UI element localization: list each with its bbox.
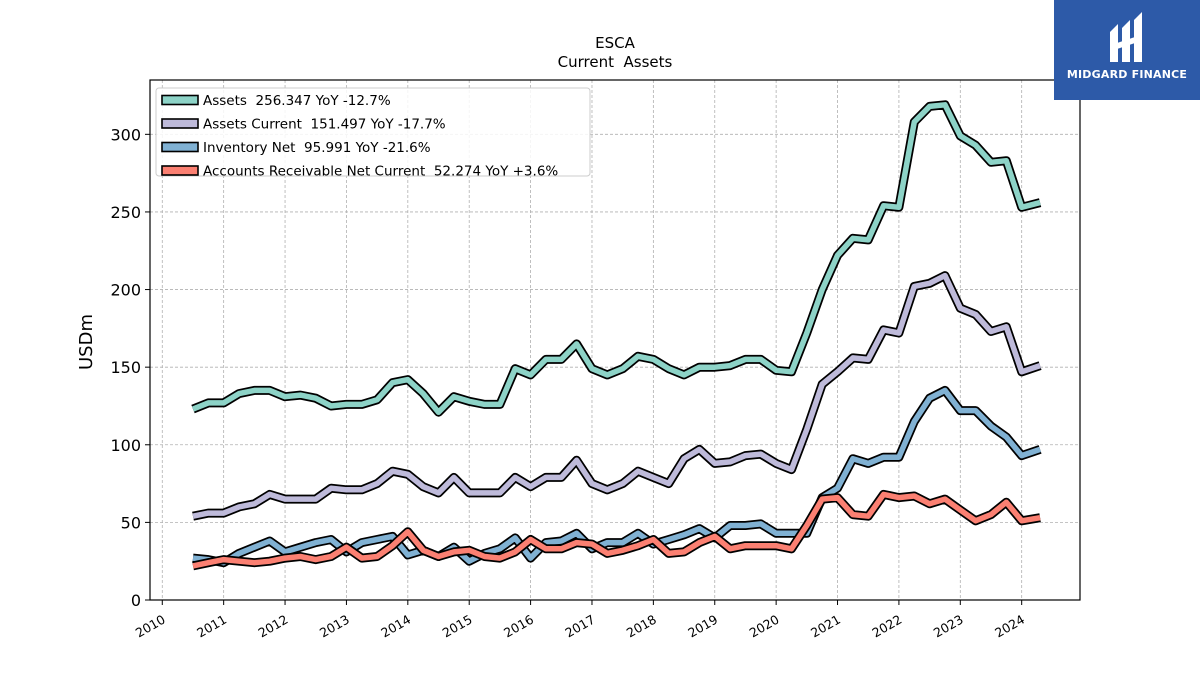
legend: Assets 256.347 YoY -12.7% Assets Current … <box>155 87 591 180</box>
y-tick-label: 300 <box>110 125 141 144</box>
x-tick-label: 2021 <box>808 612 843 641</box>
legend-swatch-1 <box>161 118 199 129</box>
legend-swatch-3 <box>161 165 199 176</box>
x-tick-label: 2016 <box>501 612 536 641</box>
series-line-outline-3 <box>192 489 1041 571</box>
y-tick-label: 150 <box>110 358 141 377</box>
x-tick-label: 2023 <box>931 612 966 641</box>
brand-name: MIDGARD FINANCE <box>1066 68 1188 81</box>
x-tick-label: 2014 <box>378 612 413 641</box>
legend-box <box>155 87 591 177</box>
y-tick-label: 50 <box>121 513 141 532</box>
series-line-outline-2 <box>192 385 1042 568</box>
legend-swatch-0 <box>161 94 199 106</box>
legend-label-3: Accounts Receivable Net Current 52.274 Y… <box>203 164 558 180</box>
legend-swatch-2 <box>161 141 199 153</box>
legend-label-0: Assets 256.347 YoY -12.7% <box>203 93 391 109</box>
series-line-2 <box>192 387 1041 566</box>
x-tick-label: 2018 <box>624 612 659 641</box>
chart-title: ESCA <box>595 34 635 52</box>
x-tick-label: 2015 <box>440 612 475 641</box>
x-tick-label: 2011 <box>194 612 229 641</box>
y-tick-label: 200 <box>110 281 141 300</box>
x-tick-label: 2012 <box>255 612 290 641</box>
series-line-3 <box>192 491 1041 569</box>
series-lines <box>191 100 1042 571</box>
series-line-0 <box>191 102 1041 415</box>
brand-mark-icon <box>1110 12 1142 62</box>
chart-subtitle: Current Assets <box>558 53 673 71</box>
series-line-1 <box>192 272 1041 519</box>
legend-label-1: Assets Current 151.497 YoY -17.7% <box>203 117 446 133</box>
x-tick-label: 2024 <box>992 612 1027 641</box>
x-tick-label: 2010 <box>133 612 168 641</box>
x-tick-label: 2020 <box>747 612 782 641</box>
plot-frame <box>149 79 1081 601</box>
y-axis-label: USDm <box>76 314 97 370</box>
x-tick-label: 2017 <box>562 612 597 641</box>
x-tick-label: 2013 <box>317 612 352 641</box>
y-tick-label: 0 <box>131 591 141 610</box>
y-tick-label: 100 <box>110 436 141 455</box>
y-tick-label: 250 <box>110 203 141 222</box>
x-tick-label: 2022 <box>869 612 904 641</box>
brand-logo: MIDGARD FINANCE <box>1054 0 1200 100</box>
legend-label-2: Inventory Net 95.991 YoY -21.6% <box>203 140 431 156</box>
x-tick-label: 2019 <box>685 612 720 641</box>
